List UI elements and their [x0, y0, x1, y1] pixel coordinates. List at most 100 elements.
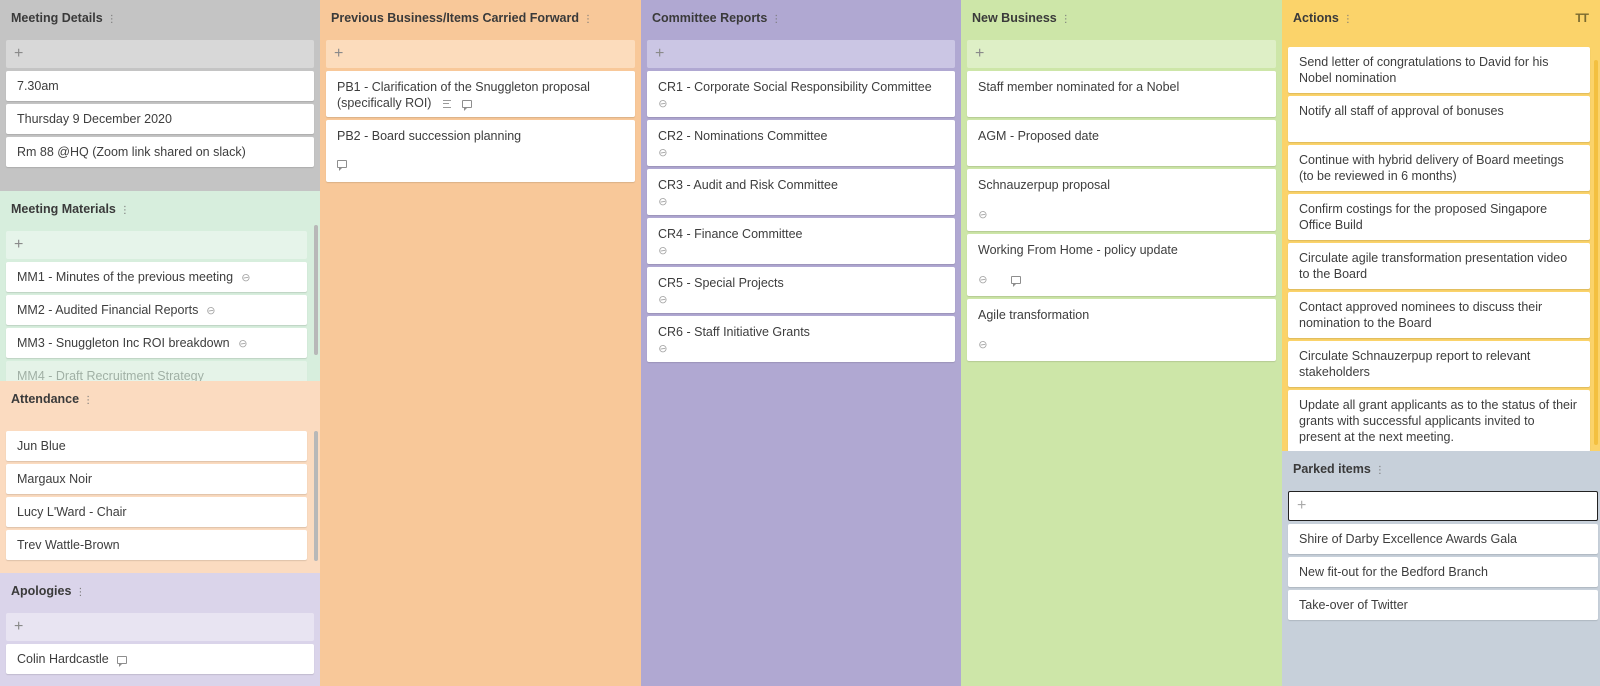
- lane-title: Meeting Details: [11, 11, 103, 25]
- description-icon: [442, 97, 451, 113]
- lane-menu-icon[interactable]: ⋮: [83, 395, 94, 406]
- card[interactable]: Take-over of Twitter: [1288, 590, 1598, 620]
- lane-header[interactable]: Previous Business/Items Carried Forward ⋮: [320, 0, 641, 36]
- card[interactable]: Contact approved nominees to discuss the…: [1288, 292, 1590, 338]
- card[interactable]: Thursday 9 December 2020: [6, 104, 314, 134]
- paperclip-icon: ⊘: [655, 145, 670, 161]
- paperclip-icon: ⊘: [238, 270, 253, 286]
- lane-menu-icon[interactable]: ⋮: [119, 205, 130, 216]
- lane-title: Apologies: [11, 584, 72, 598]
- card[interactable]: AGM - Proposed date: [967, 120, 1276, 166]
- lane-parked-items: Parked items ⋮ + Shire of Darby Excellenc…: [1282, 451, 1600, 686]
- card[interactable]: New fit-out for the Bedford Branch: [1288, 557, 1598, 587]
- card[interactable]: MM4 - Draft Recruitment Strategy: [6, 361, 307, 381]
- paperclip-icon: ⊘: [655, 96, 670, 112]
- column-new-business: New Business ⋮ + Staff member nominated f…: [961, 0, 1282, 686]
- card[interactable]: Margaux Noir: [6, 464, 307, 494]
- card[interactable]: Send letter of congratulations to David …: [1288, 47, 1590, 93]
- paperclip-icon: ⊘: [975, 337, 990, 353]
- lane-menu-icon[interactable]: ⋮: [75, 587, 86, 598]
- lane-meeting-details: Meeting Details ⋮ + 7.30am Thursday 9 Dec…: [0, 0, 320, 191]
- card[interactable]: Schnauzerpup proposal ⊘: [967, 169, 1276, 231]
- add-card-button[interactable]: +: [967, 40, 1276, 68]
- lane-header[interactable]: Meeting Materials ⋮: [0, 191, 320, 227]
- card-title: Schnauzerpup proposal: [978, 178, 1111, 192]
- add-card-input[interactable]: +: [1288, 491, 1598, 521]
- card[interactable]: MM1 - Minutes of the previous meeting ⊘: [6, 262, 307, 292]
- lane-title: Meeting Materials: [11, 202, 116, 216]
- paperclip-icon: ⊘: [203, 303, 219, 319]
- card[interactable]: Staff member nominated for a Nobel: [967, 71, 1276, 117]
- card[interactable]: MM3 - Snuggleton Inc ROI breakdown ⊘: [6, 328, 307, 358]
- lane-title: Actions: [1293, 11, 1339, 25]
- comment-icon: [116, 653, 127, 669]
- card[interactable]: CR2 - Nominations Committee ⊘: [647, 120, 955, 166]
- card[interactable]: 7.30am: [6, 71, 314, 101]
- lane-header[interactable]: Actions ⋮: [1282, 0, 1600, 36]
- paperclip-icon: ⊘: [655, 292, 670, 308]
- card[interactable]: CR6 - Staff Initiative Grants ⊘: [647, 316, 955, 362]
- lane-new-business: New Business ⋮ + Staff member nominated f…: [961, 0, 1282, 686]
- add-card-button[interactable]: +: [647, 40, 955, 68]
- add-card-button[interactable]: +: [6, 613, 314, 641]
- column-actions: Actions ⋮ TT Send letter of congratulatio…: [1282, 0, 1600, 686]
- text-size-icon[interactable]: TT: [1575, 11, 1589, 25]
- card[interactable]: Circulate agile transformation presentat…: [1288, 243, 1590, 289]
- lane-menu-icon[interactable]: ⋮: [583, 14, 594, 25]
- lane-menu-icon[interactable]: ⋮: [1342, 14, 1353, 25]
- add-card-button[interactable]: +: [6, 231, 307, 259]
- card[interactable]: PB1 - Clarification of the Snuggleton pr…: [326, 71, 635, 117]
- card[interactable]: Update all grant applicants as to the st…: [1288, 390, 1590, 451]
- card[interactable]: MM2 - Audited Financial Reports ⊘: [6, 295, 307, 325]
- lane-header[interactable]: Meeting Details ⋮: [0, 0, 320, 36]
- card[interactable]: CR4 - Finance Committee ⊘: [647, 218, 955, 264]
- card-title: MM2 - Audited Financial Reports: [17, 303, 199, 317]
- card-title: Colin Hardcastle: [17, 652, 109, 666]
- card[interactable]: CR1 - Corporate Social Responsibility Co…: [647, 71, 955, 117]
- scrollbar[interactable]: [1594, 60, 1598, 445]
- card[interactable]: PB2 - Board succession planning: [326, 120, 635, 182]
- card-title: PB1 - Clarification of the Snuggleton pr…: [337, 80, 590, 110]
- lane-menu-icon[interactable]: ⋮: [1374, 465, 1385, 476]
- lane-header[interactable]: New Business ⋮: [961, 0, 1282, 36]
- comment-icon: [337, 159, 359, 171]
- scroll-offset: [1282, 36, 1600, 47]
- card[interactable]: Shire of Darby Excellence Awards Gala: [1288, 524, 1598, 554]
- add-card-button[interactable]: +: [326, 40, 635, 68]
- card[interactable]: Working From Home - policy update ⊘: [967, 234, 1276, 296]
- card[interactable]: Circulate Schnauzerpup report to relevan…: [1288, 341, 1590, 387]
- card[interactable]: CR5 - Special Projects ⊘: [647, 267, 955, 313]
- card-title: MM3 - Snuggleton Inc ROI breakdown: [17, 336, 230, 350]
- card[interactable]: Agile transformation ⊘: [967, 299, 1276, 361]
- card-title: CR1 - Corporate Social Responsibility Co…: [658, 80, 932, 94]
- card[interactable]: Trev Wattle-Brown: [6, 530, 307, 560]
- comment-icon: [1011, 275, 1033, 287]
- comment-icon: [462, 97, 473, 113]
- scrollbar[interactable]: [314, 431, 318, 561]
- lane-title: Previous Business/Items Carried Forward: [331, 11, 580, 25]
- lane-title: New Business: [972, 11, 1057, 25]
- card-title: Agile transformation: [978, 308, 1090, 322]
- lane-menu-icon[interactable]: ⋮: [106, 14, 117, 25]
- scrollbar[interactable]: [314, 225, 318, 355]
- lane-header[interactable]: Attendance ⋮: [0, 381, 320, 417]
- card-title: CR6 - Staff Initiative Grants: [658, 325, 810, 339]
- card-title: Working From Home - policy update: [978, 243, 1178, 257]
- lane-menu-icon[interactable]: ⋮: [771, 14, 782, 25]
- scroll-offset: [0, 417, 320, 431]
- lane-apologies: Apologies ⋮ + Colin Hardcastle: [0, 573, 320, 686]
- card[interactable]: Notify all staff of approval of bonuses: [1288, 96, 1590, 142]
- card[interactable]: Rm 88 @HQ (Zoom link shared on slack): [6, 137, 314, 167]
- card[interactable]: Jun Blue: [6, 431, 307, 461]
- card[interactable]: CR3 - Audit and Risk Committee ⊘: [647, 169, 955, 215]
- lane-menu-icon[interactable]: ⋮: [1060, 14, 1071, 25]
- add-card-button[interactable]: +: [6, 40, 314, 68]
- card[interactable]: Lucy L'Ward - Chair: [6, 497, 307, 527]
- card[interactable]: Colin Hardcastle: [6, 644, 314, 674]
- lane-header[interactable]: Apologies ⋮: [0, 573, 320, 609]
- card[interactable]: Confirm costings for the proposed Singap…: [1288, 194, 1590, 240]
- lane-header[interactable]: Committee Reports ⋮: [641, 0, 961, 36]
- lane-attendance: Attendance ⋮ Jun Blue Margaux Noir Lucy L…: [0, 381, 320, 573]
- card[interactable]: Continue with hybrid delivery of Board m…: [1288, 145, 1590, 191]
- lane-header[interactable]: Parked items ⋮: [1282, 451, 1600, 491]
